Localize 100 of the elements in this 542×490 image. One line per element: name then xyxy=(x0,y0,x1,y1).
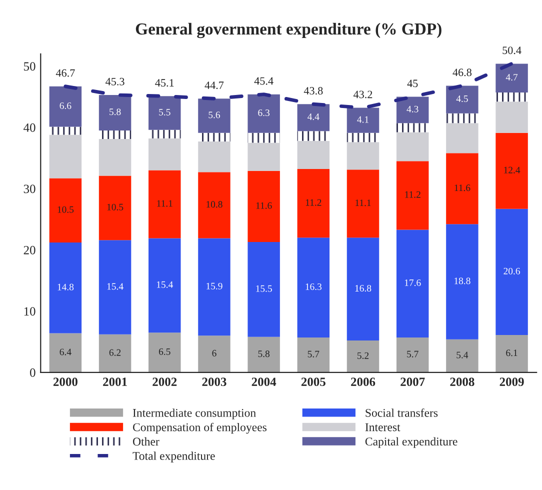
bar xyxy=(396,96,429,124)
bar xyxy=(198,172,230,238)
data-label: 15.9 xyxy=(206,282,222,290)
bar xyxy=(446,113,478,124)
data-label: 5.6 xyxy=(208,112,220,118)
bar xyxy=(396,230,429,338)
bar xyxy=(49,178,82,243)
bar xyxy=(148,96,181,130)
data-label: 11.6 xyxy=(454,184,470,192)
bar xyxy=(346,132,380,142)
data-label: 17.6 xyxy=(404,279,421,286)
legend-label: Interest xyxy=(365,423,400,432)
data-label: 5.8 xyxy=(258,350,270,358)
y-tick-label: 20 xyxy=(24,246,36,254)
data-label: 45.1 xyxy=(155,79,174,87)
x-tick-label: 2008 xyxy=(450,378,474,386)
data-label: 11.2 xyxy=(405,191,420,198)
data-label: 15.4 xyxy=(156,281,173,288)
y-tick-label: 50 xyxy=(24,62,36,71)
data-label: 4.4 xyxy=(308,114,320,120)
y-tick-label: 30 xyxy=(24,184,36,194)
data-label: 20.6 xyxy=(504,268,520,274)
data-label: 6.4 xyxy=(60,348,72,356)
bar xyxy=(446,153,478,224)
bar xyxy=(297,238,330,338)
data-label: 45.4 xyxy=(254,77,274,85)
bar xyxy=(248,170,280,242)
x-tick-label: 2001 xyxy=(103,378,127,386)
bar xyxy=(297,140,330,170)
data-label: 16.3 xyxy=(306,283,322,290)
bar xyxy=(346,238,380,341)
data-label: 10.8 xyxy=(206,201,222,208)
bar xyxy=(98,334,132,372)
bar xyxy=(496,208,528,336)
data-label: 10.5 xyxy=(58,206,74,213)
data-label: 6.6 xyxy=(60,102,72,110)
bar xyxy=(446,123,478,154)
data-label: 14.8 xyxy=(58,284,74,290)
data-label: 10.5 xyxy=(107,204,124,210)
bar xyxy=(297,104,330,132)
data-label: 16.8 xyxy=(355,284,372,292)
bar xyxy=(98,176,132,240)
bar xyxy=(148,238,181,333)
x-tick-label: 2004 xyxy=(252,378,276,386)
bar xyxy=(98,94,132,130)
bar xyxy=(496,64,528,92)
legend-label: Intermediate consumption xyxy=(132,408,256,420)
data-label: 50.4 xyxy=(502,46,522,54)
bar xyxy=(346,108,380,133)
data-label: 4.1 xyxy=(357,116,368,123)
data-label: 43.2 xyxy=(354,90,372,98)
data-label: 43.8 xyxy=(304,87,323,95)
bar xyxy=(496,92,528,102)
bar xyxy=(198,238,230,336)
data-label: 11.1 xyxy=(356,200,371,206)
data-label: 6.5 xyxy=(158,348,170,355)
x-tick-label: 2000 xyxy=(53,378,78,386)
bar xyxy=(446,86,478,114)
data-label: 18.8 xyxy=(454,278,470,284)
bar xyxy=(248,94,280,133)
data-label: 4.5 xyxy=(456,95,468,102)
x-tick-label: 2007 xyxy=(400,378,425,386)
bar xyxy=(248,336,280,372)
legend-label: Capital expenditure xyxy=(365,437,458,448)
bar xyxy=(297,337,330,372)
bar xyxy=(198,98,230,133)
bar xyxy=(49,126,82,135)
legend-label: Social transfers xyxy=(366,408,438,417)
data-label: 46.8 xyxy=(452,68,472,76)
bar xyxy=(346,170,380,238)
data-label: 5.2 xyxy=(357,352,369,359)
data-label: 15.5 xyxy=(256,285,272,292)
data-label: 44.7 xyxy=(204,82,224,90)
y-tick-label: 0 xyxy=(30,368,36,377)
data-label: 6.1 xyxy=(506,350,518,356)
x-tick-label: 2003 xyxy=(202,378,226,386)
data-label: 6.3 xyxy=(258,110,270,116)
bar xyxy=(49,134,82,178)
data-label: 5.7 xyxy=(407,350,418,358)
data-label: 6.2 xyxy=(109,349,121,356)
data-label: 4.3 xyxy=(406,106,418,112)
bar xyxy=(148,130,181,138)
y-tick-label: 10 xyxy=(24,307,36,316)
bar xyxy=(396,337,429,372)
data-label: 5.7 xyxy=(308,350,320,358)
bar xyxy=(496,132,528,209)
bar xyxy=(198,141,230,172)
data-label: 11.2 xyxy=(306,199,322,206)
bar xyxy=(248,242,280,337)
bar xyxy=(446,224,478,340)
data-label: 11.6 xyxy=(256,202,272,209)
data-label: 12.4 xyxy=(504,166,520,174)
data-label: 15.4 xyxy=(107,283,124,290)
bar xyxy=(148,138,181,170)
bar xyxy=(49,242,82,334)
bar xyxy=(297,131,330,141)
data-label: 6 xyxy=(212,350,216,356)
bar xyxy=(98,240,132,334)
legend-label: Compensation of employees xyxy=(132,422,267,434)
data-label: 45.3 xyxy=(106,78,124,86)
